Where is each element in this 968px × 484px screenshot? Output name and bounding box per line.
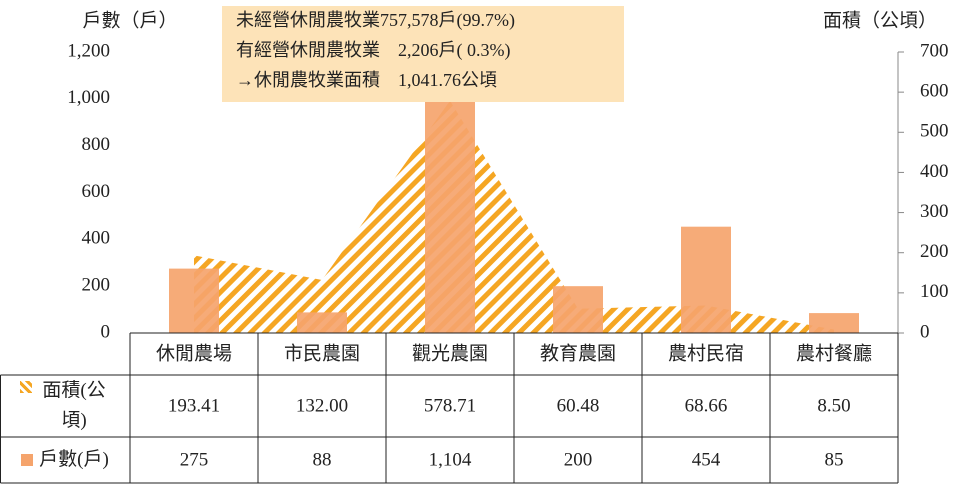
y2-tick-label: 700 [920, 40, 949, 61]
annotation: 有經營休閒農牧業 2,206戶( 0.3%) [236, 40, 510, 61]
annotation-box [222, 6, 624, 102]
y-tick-label: 800 [82, 134, 111, 155]
y2-tick-label: 100 [920, 281, 949, 302]
y2-tick-label: 200 [920, 241, 949, 262]
table-value: 88 [313, 449, 332, 470]
table-value: 454 [692, 449, 721, 470]
y-tick-label: 1,200 [67, 40, 110, 61]
bar [297, 312, 347, 333]
y-tick-label: 400 [82, 228, 111, 249]
table-value: 193.41 [168, 395, 220, 416]
table-value: 200 [564, 449, 593, 470]
legend-label: 面積(公頃) [42, 380, 106, 431]
table-value: 60.48 [557, 395, 600, 416]
annotation: →休閒農牧業面積 1,041.76公頃 [236, 70, 497, 90]
legend-item: 戶數(戶) [0, 437, 130, 483]
y2-tick-label: 500 [920, 121, 949, 142]
bar [681, 226, 731, 333]
bar [425, 74, 475, 333]
legend-swatch [21, 454, 34, 466]
bar [553, 286, 603, 333]
x-tick-label: 農村餐廳 [796, 342, 872, 364]
y-tick-label: 600 [82, 181, 111, 202]
x-tick-label: 市民農園 [284, 342, 360, 364]
area [194, 100, 834, 333]
table-value: 85 [825, 449, 844, 470]
y-tick-label: 1,000 [67, 87, 110, 108]
table-value: 132.00 [296, 395, 348, 416]
y2-tick-label: 300 [920, 201, 949, 222]
bar [809, 313, 859, 333]
y2-axis-title: 面積（公頃） [823, 9, 937, 31]
x-tick-label: 農村民宿 [668, 342, 744, 364]
x-tick-label: 觀光農園 [412, 342, 488, 364]
y-axis-title: 戶數（戶） [82, 9, 177, 31]
legend-swatch [20, 381, 32, 393]
table-value: 578.71 [424, 395, 476, 416]
table-value: 275 [180, 449, 209, 470]
y-tick-label: 200 [82, 275, 111, 296]
y-tick-label: 0 [101, 321, 111, 342]
y2-tick-label: 400 [920, 161, 949, 182]
y2-tick-label: 600 [920, 81, 949, 102]
x-tick-label: 休閒農場 [156, 342, 232, 364]
y2-tick-label: 0 [920, 321, 930, 342]
table-value: 68.66 [685, 395, 728, 416]
legend-item: 面積(公頃) [0, 375, 130, 437]
x-tick-label: 教育農園 [540, 342, 616, 364]
table-value: 8.50 [817, 395, 850, 416]
legend-label: 戶數(戶) [39, 449, 109, 470]
annotation: 未經營休閒農牧業757,578戶(99.7%) [236, 10, 515, 31]
bar [169, 268, 219, 333]
table-value: 1,104 [429, 449, 472, 470]
plot [169, 74, 859, 333]
